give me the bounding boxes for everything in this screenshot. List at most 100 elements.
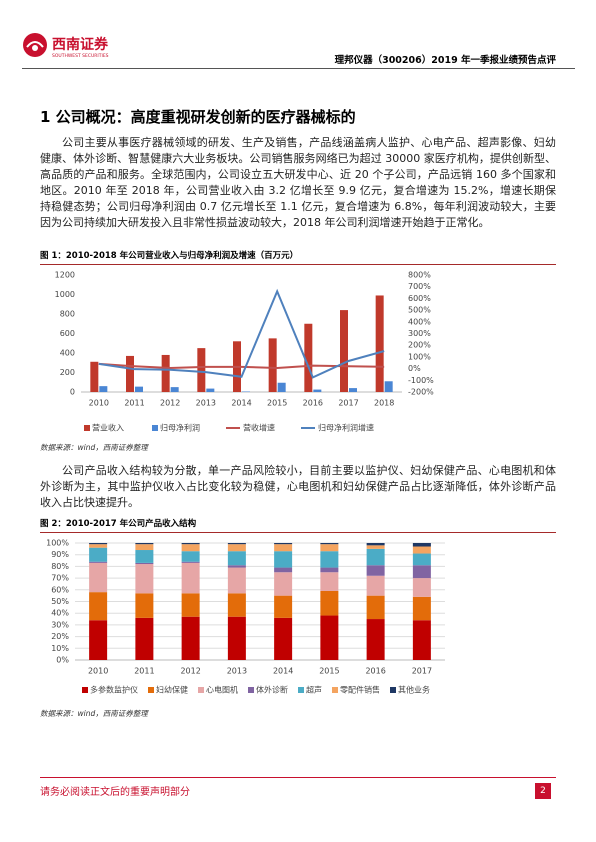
legend-label: 其他业务 [398,685,430,695]
bar-segment [227,593,246,617]
bar-segment [135,543,154,545]
bar-segment [89,562,108,593]
bar-segment [181,561,200,563]
bar-segment [320,590,339,616]
legend-swatch [298,687,304,693]
logo-icon [23,33,47,57]
bar [99,386,108,392]
bar-segment [135,562,154,565]
x-tick-label: 2014 [273,667,293,676]
legend-swatch [390,687,396,693]
legend-swatch [332,687,338,693]
y-tick-label: -200% [408,388,434,397]
bar-segment [320,572,339,591]
footer-rule [40,777,556,778]
y-tick-label: 800 [60,310,75,319]
bar-segment [181,543,200,545]
y-tick-label: 10% [51,644,69,653]
report-title: 理邦仪器（300206）2019 年一季报业绩预告点评 [334,55,556,66]
x-tick-label: 2017 [338,399,358,408]
bar-segment [135,564,154,594]
y-tick-label: 0 [70,388,75,397]
y-tick-label: 80% [51,562,69,571]
x-tick-label: 2011 [124,399,144,408]
legend-label: 妇幼保健 [156,685,188,695]
y-tick-label: 0% [408,364,421,373]
bar-segment [181,562,200,594]
bar-segment [135,593,154,618]
x-tick-label: 2015 [319,667,339,676]
y-tick-label: 600% [408,294,431,303]
y-tick-label: 200% [408,341,431,350]
bar [161,354,170,392]
y-tick-label: -100% [408,376,434,385]
bar [126,355,134,392]
bar-segment [412,546,431,554]
bar-segment [227,543,246,545]
logo-text: 西南证券 [52,37,108,53]
header-rule [22,68,575,69]
legend-label: 超声 [306,685,322,695]
y-tick-label: 100% [46,539,69,548]
legend-label: 心电图机 [206,685,238,695]
x-tick-label: 2012 [180,667,200,676]
bar-segment [320,544,339,552]
bar-segment [274,567,293,573]
y-tick-label: 0% [56,656,69,665]
bar-segment [181,616,200,660]
y-tick-label: 200 [60,368,75,377]
y-tick-label: 60% [51,585,69,594]
y-tick-label: 20% [51,632,69,641]
x-tick-label: 2016 [303,399,323,408]
legend-label: 营收增速 [243,423,275,433]
y-tick-label: 100% [408,352,431,361]
y-tick-label: 400 [60,349,75,358]
bar-segment [366,565,385,576]
bar [349,388,357,392]
bar-segment [135,544,154,551]
x-tick-label: 2013 [196,399,216,408]
footer-notice: 请务必阅读正文后的重要声明部分 [40,787,190,798]
y-tick-label: 1200 [55,271,75,280]
bar-segment [412,578,431,597]
page-number: 2 [535,783,551,799]
bar-segment [366,595,385,620]
bar-segment [89,620,108,660]
bar-segment [412,620,431,660]
bar-segment [274,551,293,568]
legend-swatch [82,687,88,693]
x-tick-label: 2012 [160,399,180,408]
line [98,288,385,379]
bar-segment [366,545,385,549]
y-tick-label: 800% [408,271,431,280]
x-tick-label: 2010 [89,399,109,408]
bar-segment [227,551,246,566]
bar [268,338,277,392]
x-tick-label: 2018 [374,399,394,408]
y-tick-label: 600 [60,329,75,338]
bar-segment [89,561,108,563]
bar-segment [227,544,246,552]
bar-segment [320,543,339,545]
legend-label: 归母净利润 [160,423,200,433]
y-tick-label: 400% [408,317,431,326]
bar-segment [89,544,108,548]
y-tick-label: 300% [408,329,431,338]
figure-source: 数据来源：wind，西南证券整理 [40,709,148,718]
x-tick-label: 2015 [267,399,287,408]
x-tick-label: 2016 [365,667,385,676]
bar-segment [89,543,108,545]
bar-segment [89,592,108,621]
legend-label: 体外诊断 [256,685,288,695]
bar [197,348,206,392]
legend-swatch [248,687,254,693]
y-tick-label: 40% [51,609,69,618]
bar-segment [135,550,154,563]
bar-segment [320,615,339,660]
bar [384,381,393,392]
y-tick-label: 70% [51,574,69,583]
legend-label: 营业收入 [92,423,124,433]
legend-label: 多参数监护仪 [90,685,138,695]
bar-segment [412,596,431,621]
